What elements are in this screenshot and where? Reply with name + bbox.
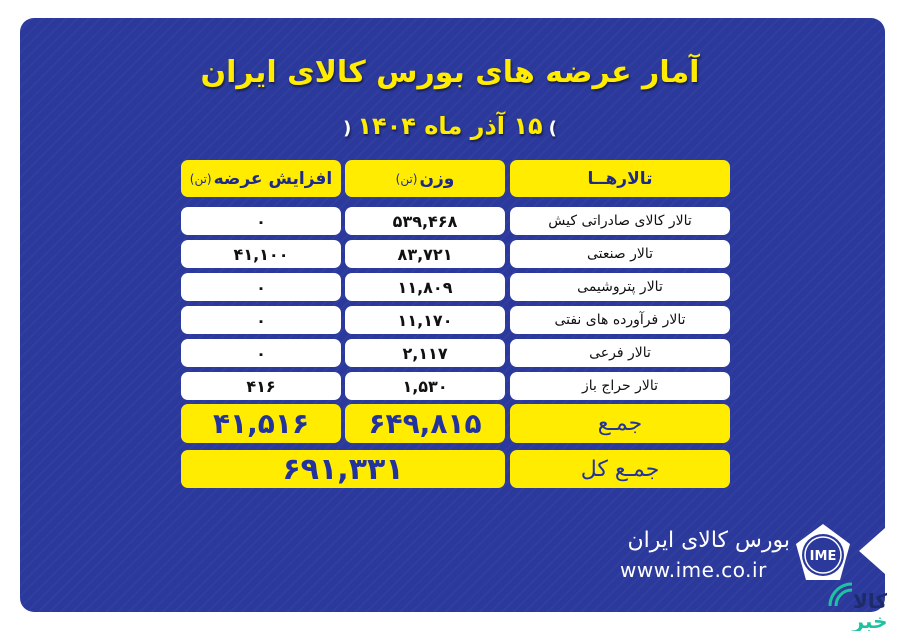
ime-logo-icon: IME [796,524,850,580]
increase-cell: ۴۱۶ [181,372,341,400]
increase-cell: ۰ [181,273,341,301]
hall-cell: تالار کالای صادراتی کیش [510,207,730,235]
sum-weight: ۶۴۹,۸۱۵ [345,404,505,443]
date-line: )۱۵ آذر ماه ۱۴۰۴( [343,112,557,140]
svg-text:خبر: خبر [851,609,887,631]
weight-cell: ۲,۱۱۷ [345,339,505,367]
increase-cell: ۰ [181,306,341,334]
date: ۱۵ آذر ماه ۱۴۰۴ [357,112,543,140]
grand-total-value: ۶۹۱,۳۳۱ [181,450,505,488]
brand-name: بورس کالای ایران [627,528,790,553]
increase-cell: ۴۱,۱۰۰ [181,240,341,268]
hall-cell: تالار پتروشیمی [510,273,730,301]
svg-text:کالا: کالا [853,589,887,613]
weight-cell: ۱۱,۸۰۹ [345,273,505,301]
weight-cell: ۱۱,۱۷۰ [345,306,505,334]
hall-cell: تالار فرعی [510,339,730,367]
hall-cell: تالار صنعتی [510,240,730,268]
increase-cell: ۰ [181,207,341,235]
grand-total-label: جمـع کل [510,450,730,488]
header-halls: تالارهــا [510,160,730,197]
header-weight: وزن (تن) [345,160,505,197]
sum-label: جمـع [510,404,730,443]
weight-cell: ۵۳۹,۴۶۸ [345,207,505,235]
weight-cell: ۸۳,۷۲۱ [345,240,505,268]
weight-cell: ۱,۵۳۰ [345,372,505,400]
hall-cell: تالار فرآورده های نفتی [510,306,730,334]
hall-cell: تالار حراج باز [510,372,730,400]
increase-cell: ۰ [181,339,341,367]
svg-text:IME: IME [810,549,837,564]
header-increase: افزایش عرضه (تن) [181,160,341,197]
kala-khabar-watermark-icon: کالا خبر [828,582,888,631]
sum-increase: ۴۱,۵۱۶ [181,404,341,443]
website-link[interactable]: www.ime.co.ir [620,558,767,582]
page-title: آمار عرضه های بورس کالای ایران [200,55,700,90]
